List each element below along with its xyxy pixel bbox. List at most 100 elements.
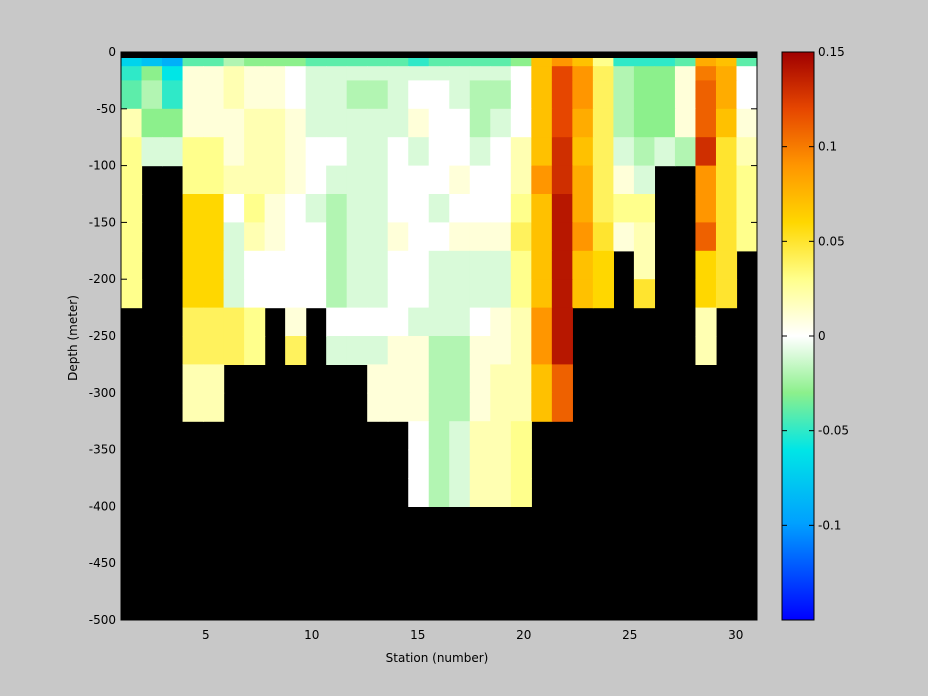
heatmap-cell — [285, 137, 307, 167]
heatmap-cell — [736, 80, 758, 110]
heatmap-cell — [469, 250, 491, 280]
heatmap-cell — [551, 307, 573, 337]
heatmap-cell — [551, 194, 573, 223]
heatmap-cell — [162, 137, 184, 167]
heatmap-cell — [469, 165, 491, 195]
x-tick-label: 25 — [622, 628, 637, 642]
heatmap-cell — [428, 364, 450, 394]
heatmap-cell — [551, 108, 573, 138]
heatmap-cell — [408, 392, 430, 422]
heatmap-cell — [285, 194, 307, 223]
heatmap-cell — [490, 250, 512, 280]
heatmap-cell — [510, 336, 532, 365]
heatmap-cell — [264, 66, 286, 81]
heatmap-cell — [285, 108, 307, 138]
heatmap-cell — [121, 222, 143, 252]
heatmap-cell — [551, 66, 573, 81]
y-tick-label: -200 — [89, 272, 116, 286]
heatmap-cell — [203, 222, 225, 252]
heatmap-cell — [531, 80, 553, 110]
heatmap-cell — [367, 80, 389, 110]
heatmap-cell — [695, 137, 717, 167]
heatmap-cell — [531, 194, 553, 223]
heatmap-cell — [449, 222, 471, 252]
heatmap-cell — [551, 222, 573, 252]
heatmap-cell — [326, 66, 348, 81]
heatmap-cell — [449, 336, 471, 365]
heatmap-cell — [551, 336, 573, 365]
y-tick-label: -450 — [89, 556, 116, 570]
heatmap-cell — [121, 66, 143, 81]
colorbar-gradient — [781, 51, 815, 621]
heatmap-cell — [305, 137, 327, 167]
heatmap-cell — [695, 250, 717, 280]
heatmap-cell — [285, 80, 307, 110]
heatmap-cell — [469, 392, 491, 422]
heatmap-cell — [408, 279, 430, 309]
heatmap-cell — [490, 392, 512, 422]
heatmap-cell — [736, 222, 758, 252]
heatmap-cell — [182, 222, 204, 252]
heatmap-cell — [715, 250, 738, 280]
heatmap-cell — [162, 108, 184, 138]
heatmap-cell — [408, 336, 430, 365]
heatmap-cell — [244, 194, 266, 223]
heatmap-cell — [633, 108, 656, 138]
heatmap-cell — [510, 222, 532, 252]
heatmap-cell — [736, 66, 758, 81]
heatmap-cell — [572, 194, 594, 223]
heatmap-cell — [408, 80, 430, 110]
heatmap-cell — [223, 137, 245, 167]
y-tick-label: -100 — [89, 159, 116, 173]
heatmap-cell — [449, 364, 471, 394]
heatmap-cell — [510, 364, 532, 394]
heatmap-cell — [141, 108, 163, 138]
heatmap-cell — [387, 307, 409, 337]
heatmap-cell — [182, 194, 204, 223]
heatmap-cell — [490, 336, 512, 365]
heatmap-cell — [428, 66, 450, 81]
heatmap-cell — [510, 279, 532, 309]
heatmap-cell — [531, 392, 553, 422]
heatmap-cell — [326, 307, 348, 337]
heatmap-cell — [121, 194, 143, 223]
heatmap-cell — [346, 80, 368, 110]
heatmap-cell — [469, 222, 491, 252]
heatmap-cell — [428, 222, 450, 252]
heatmap-cell — [346, 137, 368, 167]
heatmap-cell — [654, 66, 676, 81]
heatmap-cell — [305, 222, 327, 252]
heatmap-cell — [572, 222, 594, 252]
heatmap-cell — [572, 137, 594, 167]
y-axis-label: Depth (meter) — [66, 295, 80, 381]
heatmap-cell — [367, 392, 389, 422]
heatmap-cell — [203, 66, 225, 81]
heatmap-cell — [592, 222, 614, 252]
heatmap-cell — [121, 165, 143, 195]
heatmap-cell — [633, 222, 656, 252]
heatmap-cell — [387, 80, 409, 110]
heatmap-cell — [490, 307, 512, 337]
y-tick-label: -150 — [89, 215, 116, 229]
heatmap-cell — [367, 364, 389, 394]
heatmap-cell — [305, 80, 327, 110]
heatmap-cell — [223, 279, 245, 309]
heatmap-cell — [223, 194, 245, 223]
heatmap-cell — [613, 80, 635, 110]
y-tick-label: 0 — [108, 45, 116, 59]
heatmap-cell — [613, 222, 635, 252]
heatmap-cell — [490, 449, 512, 479]
heatmap-cell — [695, 336, 717, 365]
heatmap-cell — [449, 250, 471, 280]
heatmap-cell — [408, 194, 430, 223]
heatmap-cell — [469, 478, 491, 507]
heatmap-cell — [182, 80, 204, 110]
heatmap-cell — [367, 137, 389, 167]
heatmap-cell — [182, 165, 204, 195]
heatmap-cell — [387, 222, 409, 252]
heatmap-cell — [695, 66, 717, 81]
heatmap-cell — [264, 250, 286, 280]
heatmap-cell — [387, 66, 409, 81]
heatmap-cell — [551, 250, 573, 280]
